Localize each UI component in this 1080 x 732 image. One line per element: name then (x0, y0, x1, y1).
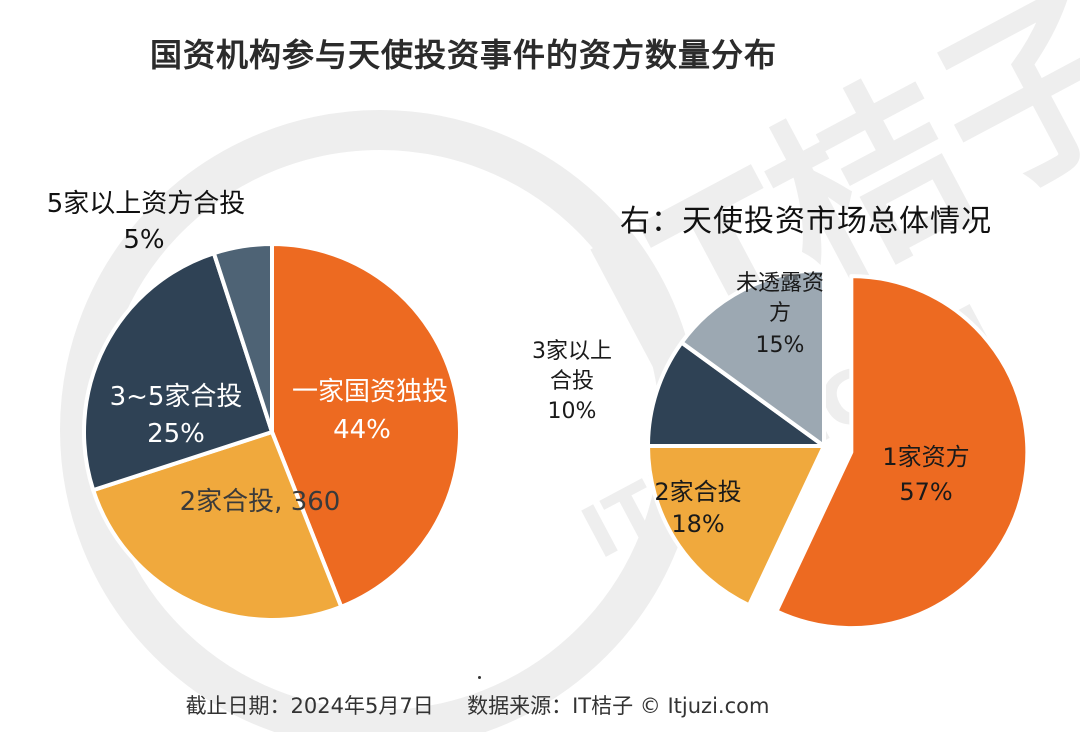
right-pie-slice-1 (774, 274, 1030, 631)
right-label-1-value: 57% (899, 478, 952, 506)
left-pie-slice-3 (82, 251, 274, 493)
footer-dot (478, 676, 481, 679)
pie-labels: 一家国资独投 44% 2家合投, 360 3~5家合投 25% 5家以上资方合投 5% 1家资… (47, 189, 970, 538)
left-pie-slice-2 (91, 430, 344, 622)
right-label-4-name-line1: 未透露资 (736, 271, 824, 296)
left-label-4-value: 5% (123, 225, 164, 255)
right-label-1-name: 1家资方 (882, 443, 969, 471)
footer-source: 截止日期：2024年5月7日 数据来源：IT桔子 © Itjuzi.com (185, 694, 770, 718)
right-label-4-value: 15% (756, 333, 805, 358)
left-label-4-name: 5家以上资方合投 (47, 189, 246, 219)
chart-title: 国资机构参与天使投资事件的资方数量分布 (150, 36, 778, 74)
right-label-3-name-line2: 合投 (550, 369, 594, 394)
right-pie (646, 268, 1030, 631)
right-label-2-value: 18% (671, 510, 724, 538)
right-label-4-name-line2: 方 (769, 301, 791, 326)
left-pie-slice-1 (270, 242, 462, 609)
left-pie (82, 242, 462, 622)
right-pie-slice-4 (679, 268, 826, 448)
right-label-3-value: 10% (548, 399, 597, 424)
left-label-1-name: 一家国资独投 (292, 377, 448, 407)
right-label-2-name: 2家合投 (654, 478, 741, 506)
left-pie-slice-4 (211, 242, 274, 434)
left-label-3-value: 25% (147, 419, 205, 449)
right-chart-title: 右：天使投资市场总体情况 (620, 204, 992, 239)
left-label-1-value: 44% (333, 415, 391, 445)
right-pie-slice-3 (646, 340, 826, 448)
left-label-3-name: 3~5家合投 (110, 382, 243, 412)
right-pie-slice-2 (646, 444, 826, 608)
right-label-3-name-line1: 3家以上 (532, 339, 612, 364)
left-label-2-name: 2家合投, 360 (180, 487, 341, 517)
